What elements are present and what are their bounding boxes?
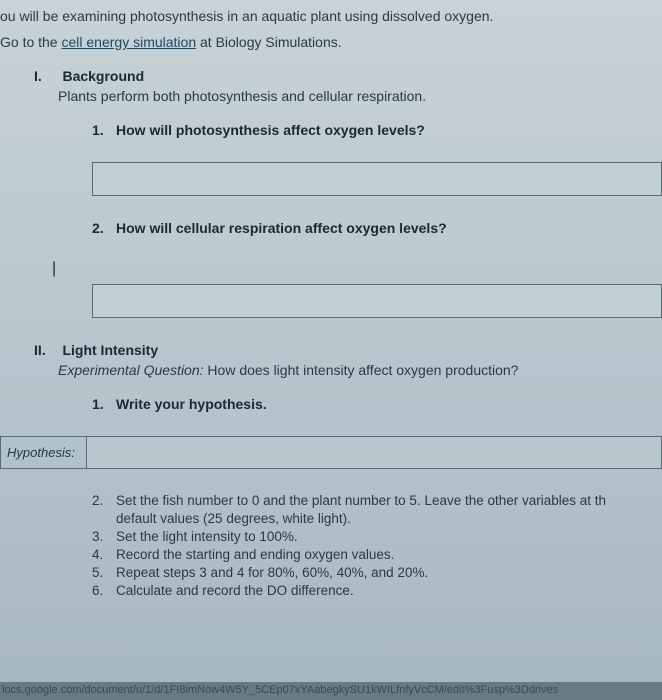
section-2-roman: II. (34, 342, 58, 358)
q1-num: 1. (92, 122, 116, 138)
step-num: 2. (92, 493, 116, 508)
hypothesis-row: Hypothesis: (0, 436, 662, 469)
step-6: 6.Calculate and record the DO difference… (92, 583, 662, 598)
question-1: 1.How will photosynthesis affect oxygen … (0, 122, 662, 138)
q1-text: How will photosynthesis affect oxygen le… (116, 122, 425, 138)
steps-list: 2.Set the fish number to 0 and the plant… (0, 493, 662, 598)
section-1-subtitle: Plants perform both photosynthesis and c… (0, 88, 662, 104)
intro-line-2: Go to the cell energy simulation at Biol… (0, 30, 662, 68)
intro-pre: Go to the (0, 34, 61, 50)
step-5: 5.Repeat steps 3 and 4 for 80%, 60%, 40%… (92, 565, 662, 580)
step-text: Set the light intensity to 100%. (116, 529, 662, 544)
section-1-title: Background (62, 68, 144, 84)
experimental-question: Experimental Question: How does light in… (0, 362, 662, 378)
step-text: Calculate and record the DO difference. (116, 583, 662, 598)
hypothesis-label: Hypothesis: (0, 436, 86, 469)
document-body: ou will be examining photosynthesis in a… (0, 0, 662, 682)
s2q1-text: Write your hypothesis. (116, 396, 267, 412)
step-num: 3. (92, 529, 116, 544)
exp-q-text: How does light intensity affect oxygen p… (204, 362, 519, 378)
step-num (92, 511, 116, 526)
question-2: 2.How will cellular respiration affect o… (0, 220, 662, 236)
section-2-title: Light Intensity (62, 342, 158, 358)
text-cursor: | (0, 260, 662, 278)
step-text: Record the starting and ending oxygen va… (116, 547, 662, 562)
q2-text: How will cellular respiration affect oxy… (116, 220, 447, 236)
step-text: Set the fish number to 0 and the plant n… (116, 493, 662, 508)
step-num: 6. (92, 583, 116, 598)
step-2b: default values (25 degrees, white light)… (92, 511, 662, 526)
q2-num: 2. (92, 220, 116, 236)
section-2-head: II. Light Intensity (0, 342, 662, 360)
intro-post: at Biology Simulations. (196, 34, 342, 50)
s2q1-num: 1. (92, 396, 116, 412)
step-3: 3.Set the light intensity to 100%. (92, 529, 662, 544)
intro-line-1: ou will be examining photosynthesis in a… (0, 8, 662, 30)
step-num: 4. (92, 547, 116, 562)
step-text: Repeat steps 3 and 4 for 80%, 60%, 40%, … (116, 565, 662, 580)
question-s2-1: 1.Write your hypothesis. (0, 396, 662, 412)
step-2: 2.Set the fish number to 0 and the plant… (92, 493, 662, 508)
cell-energy-link[interactable]: cell energy simulation (61, 34, 196, 50)
url-bar: locs.google.com/document/u/1/d/1FI8imNow… (0, 682, 662, 700)
hypothesis-box[interactable] (86, 436, 662, 469)
step-num: 5. (92, 565, 116, 580)
step-4: 4.Record the starting and ending oxygen … (92, 547, 662, 562)
section-1-head: I. Background (0, 68, 662, 86)
answer-box-1[interactable] (92, 162, 662, 196)
section-1-roman: I. (34, 68, 58, 84)
step-text: default values (25 degrees, white light)… (116, 511, 662, 526)
answer-box-2[interactable] (92, 284, 662, 318)
exp-q-label: Experimental Question: (58, 362, 204, 378)
